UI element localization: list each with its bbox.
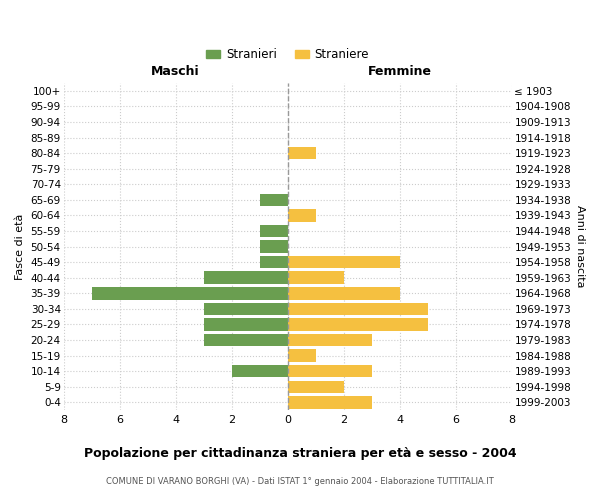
Bar bbox=[287, 350, 316, 362]
Y-axis label: Anni di nascita: Anni di nascita bbox=[575, 206, 585, 288]
Bar bbox=[203, 318, 287, 330]
Bar bbox=[260, 194, 287, 206]
Bar bbox=[92, 287, 287, 300]
Bar bbox=[260, 256, 287, 268]
Bar bbox=[287, 380, 344, 393]
Bar bbox=[287, 302, 428, 315]
Text: COMUNE DI VARANO BORGHI (VA) - Dati ISTAT 1° gennaio 2004 - Elaborazione TUTTITA: COMUNE DI VARANO BORGHI (VA) - Dati ISTA… bbox=[106, 477, 494, 486]
Bar bbox=[287, 365, 371, 378]
Bar bbox=[203, 302, 287, 315]
Bar bbox=[287, 396, 371, 408]
Bar bbox=[287, 256, 400, 268]
Y-axis label: Fasce di età: Fasce di età bbox=[15, 214, 25, 280]
Bar bbox=[287, 209, 316, 222]
Text: Popolazione per cittadinanza straniera per età e sesso - 2004: Popolazione per cittadinanza straniera p… bbox=[83, 448, 517, 460]
Bar bbox=[203, 334, 287, 346]
Bar bbox=[287, 272, 344, 284]
Text: Femmine: Femmine bbox=[368, 66, 431, 78]
Bar bbox=[203, 272, 287, 284]
Legend: Stranieri, Straniere: Stranieri, Straniere bbox=[201, 43, 374, 66]
Bar bbox=[287, 287, 400, 300]
Bar bbox=[260, 225, 287, 237]
Text: Maschi: Maschi bbox=[151, 66, 200, 78]
Bar bbox=[232, 365, 287, 378]
Bar bbox=[260, 240, 287, 253]
Bar bbox=[287, 147, 316, 160]
Bar bbox=[287, 334, 371, 346]
Bar bbox=[287, 318, 428, 330]
